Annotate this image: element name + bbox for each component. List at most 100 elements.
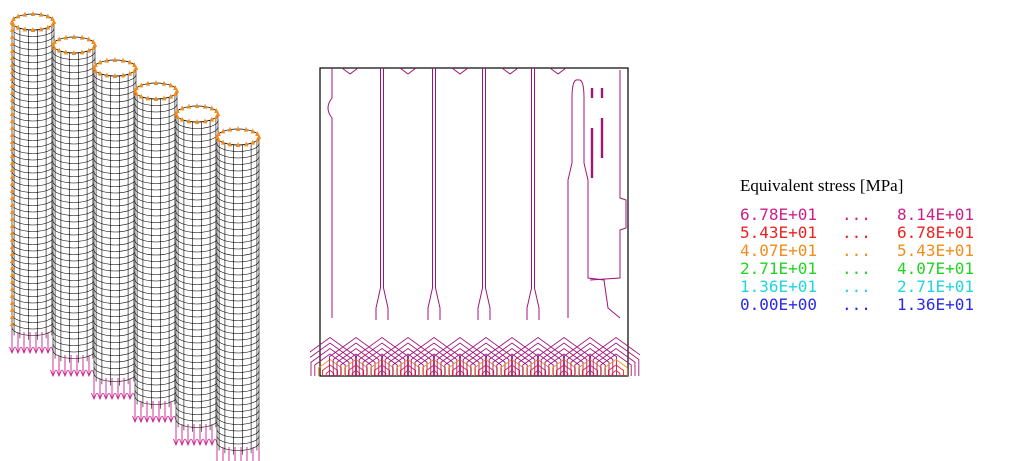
load-arrow-up [10, 55, 15, 60]
contour-line [388, 347, 428, 376]
contour-line [435, 68, 441, 320]
legend-range-separator: ... [842, 223, 871, 242]
contour-line [514, 342, 562, 376]
load-arrow-up [10, 41, 15, 46]
load-arrow-up [215, 111, 221, 116]
contour-line [600, 353, 632, 376]
load-arrow-up [93, 68, 98, 74]
contour-line [418, 353, 450, 376]
load-arrow-up [97, 70, 103, 76]
contour-line [470, 353, 502, 376]
load-arrow-up [112, 57, 118, 62]
load-arrow-up [120, 72, 126, 78]
load-arrow-up [10, 48, 15, 53]
contour-line [474, 358, 498, 376]
load-arrow-up [63, 49, 69, 55]
plot-frame [319, 67, 629, 377]
load-arrow-up [10, 237, 15, 242]
load-arrow-up [10, 202, 15, 207]
contour-line [581, 364, 599, 376]
contour-line [318, 358, 342, 376]
contour-line [410, 342, 458, 376]
contour-line [362, 347, 402, 376]
load-arrow-up [153, 96, 159, 101]
contour-line [507, 369, 517, 376]
load-arrow-up [235, 142, 241, 147]
load-arrow-up [179, 105, 185, 111]
legend-range-separator: ... [842, 205, 871, 224]
load-arrow-up [173, 91, 178, 97]
load-arrow-up [202, 118, 208, 124]
cylinder [50, 34, 98, 378]
load-arrow-up [50, 42, 56, 47]
contour-line [562, 336, 618, 376]
load-arrow-up [127, 59, 133, 65]
load-arrow-up [173, 111, 179, 116]
legend-row: 5.43E+01 ... 6.78E+01 [740, 224, 1026, 242]
contour-line [552, 358, 576, 376]
contour-line [529, 364, 547, 376]
contour-line [383, 68, 389, 320]
contour-line [501, 67, 519, 75]
contour-line [518, 347, 558, 376]
contour-line [327, 68, 333, 318]
contour-line [604, 358, 628, 376]
load-arrow-up [30, 11, 36, 16]
load-arrow-up [132, 88, 138, 93]
contour-line [340, 353, 372, 376]
load-arrow-up [104, 57, 110, 63]
load-arrow-up [168, 82, 174, 88]
contour-line [510, 336, 566, 376]
load-arrow-up [120, 57, 126, 63]
contour-line [462, 342, 510, 376]
load-arrow-up [38, 26, 44, 32]
contour-line [607, 364, 625, 376]
load-arrow-up [255, 137, 260, 143]
contour-line [399, 364, 417, 376]
load-arrow-up [30, 27, 36, 32]
load-arrow-up [56, 47, 62, 53]
contour-line [328, 336, 384, 376]
load-arrow-up [214, 134, 220, 139]
contour-line [425, 364, 443, 376]
load-arrow-up [186, 118, 192, 124]
load-arrow-up [86, 36, 92, 42]
load-arrow-up [79, 49, 85, 55]
contour-line [540, 342, 588, 376]
contour-line [492, 347, 532, 376]
mesh-model-view [9, 11, 262, 461]
load-arrow-up [91, 38, 96, 44]
contour-line [488, 342, 536, 376]
load-arrow-up [51, 19, 57, 24]
load-arrow-up [63, 34, 69, 40]
load-arrow-up [50, 15, 55, 21]
legend-row: 0.00E+00 ... 1.36E+01 [740, 296, 1026, 314]
load-arrow-up [10, 76, 15, 81]
load-arrow-up [10, 20, 15, 25]
load-arrow-up [134, 84, 139, 90]
contour-line [429, 369, 439, 376]
contour-line [466, 347, 506, 376]
load-arrow-up [45, 13, 51, 19]
contour-line [549, 67, 567, 75]
load-arrow-up [132, 68, 137, 74]
load-arrow-up [10, 244, 15, 249]
cylinder [9, 11, 57, 355]
load-arrow-up [174, 88, 180, 93]
load-arrow-up [52, 45, 57, 51]
load-arrow-up [22, 26, 28, 32]
load-arrow-up [250, 128, 256, 134]
load-arrow-up [10, 307, 15, 312]
contour-line [611, 369, 621, 376]
load-arrow-up [92, 42, 98, 47]
load-arrow-up [138, 93, 144, 99]
load-arrow-up [10, 314, 15, 319]
contour-line [336, 347, 376, 376]
contour-line [596, 347, 636, 376]
legend-range-separator: ... [842, 277, 871, 296]
cylinder [173, 103, 221, 447]
legend-row: 1.36E+01 ... 2.71E+01 [740, 278, 1026, 296]
contour-line [396, 358, 420, 376]
contour-line [555, 364, 573, 376]
contour-line [427, 68, 433, 320]
